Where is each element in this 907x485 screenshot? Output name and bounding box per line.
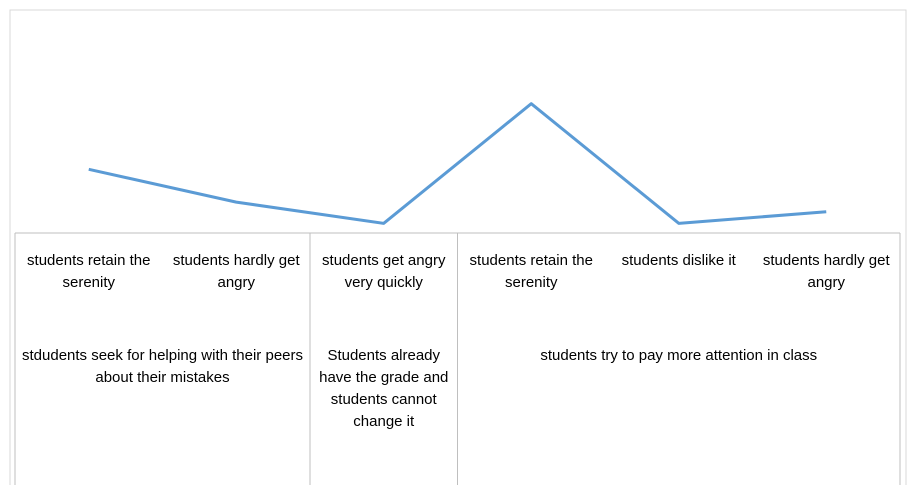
data-line [88, 102, 827, 225]
group-label: students try to pay more attention in cl… [540, 347, 818, 364]
category-label: students hardly get angry [172, 252, 300, 291]
category-label: students get angry very quickly [322, 252, 446, 291]
chart-frame [9, 9, 907, 485]
category-label: students retain the serenity [469, 252, 593, 291]
group-label: Students already have the grade and stud… [319, 347, 449, 430]
category-label: students retain the serenity [27, 252, 151, 291]
group-label: stdudents seek for helping with their pe… [22, 347, 303, 386]
category-label: students dislike it [621, 252, 736, 269]
category-label: students hardly get angry [762, 252, 890, 291]
